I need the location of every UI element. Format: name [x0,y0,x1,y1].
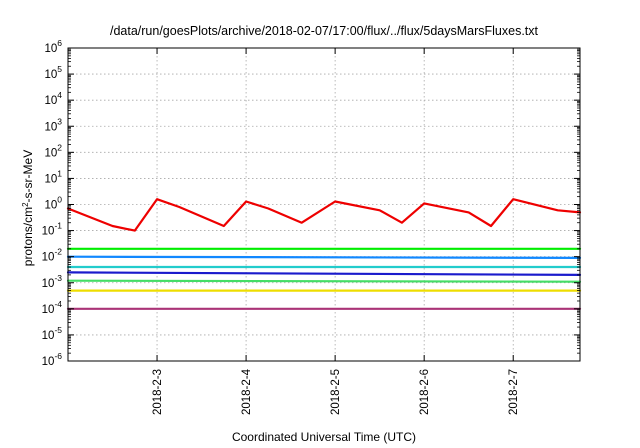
y-axis-label-main: protons/cm [21,207,35,266]
y-tick-exponent: 5 [57,64,62,74]
y-tick-base: 10 [44,95,57,107]
series-line-3 [66,255,582,259]
y-tick-label: 10-1 [42,221,63,238]
tick-layer: 10-610-510-410-310-210-11001011021031041… [42,38,580,415]
chart-title: /data/run/goesPlots/archive/2018-02-07/1… [110,24,539,38]
y-tick-base: 10 [42,304,55,316]
y-tick-label: 10-2 [42,247,63,264]
y-tick-base: 10 [42,252,55,264]
y-tick-label: 102 [44,142,62,159]
y-tick-base: 10 [44,200,57,212]
y-tick-base: 10 [44,173,57,185]
y-tick-exponent: -5 [54,325,62,335]
y-tick-label: 10-5 [42,325,63,342]
y-tick-label: 105 [44,64,62,81]
x-tick-label: 2018-2-3 [152,369,164,415]
y-tick-base: 10 [44,121,57,133]
x-tick-label: 2018-2-4 [241,368,253,415]
y-tick-label: 100 [44,195,62,212]
series-line-5 [66,271,582,276]
y-tick-exponent: 3 [57,116,62,126]
grid-layer [68,48,580,361]
y-tick-exponent: -2 [54,247,62,257]
y-tick-label: 10-4 [42,299,63,316]
y-tick-exponent: 2 [57,142,62,152]
y-axis-label-sup: 2 [21,202,30,207]
y-tick-exponent: -4 [54,299,62,309]
y-tick-label: 10-3 [42,273,63,290]
y-tick-exponent: -1 [54,221,62,231]
y-tick-label: 106 [44,38,62,55]
y-tick-base: 10 [42,356,55,368]
x-tick-label: 2018-2-5 [330,369,342,415]
x-axis-label: Coordinated Universal Time (UTC) [232,430,416,444]
y-axis-label: protons/cm2-s-sr-MeV [21,150,36,266]
y-tick-base: 10 [44,147,57,159]
series-layer [66,198,582,310]
x-tick-label: 2018-2-6 [419,369,431,415]
y-tick-exponent: 4 [57,90,62,100]
y-tick-base: 10 [42,226,55,238]
y-tick-base: 10 [44,43,57,55]
y-tick-exponent: -3 [54,273,62,283]
y-tick-exponent: 1 [57,168,62,178]
y-axis-label-rest: -s-sr-MeV [21,150,35,203]
y-tick-label: 104 [44,90,62,107]
y-tick-exponent: 0 [57,195,62,205]
y-tick-label: 101 [44,168,62,185]
y-tick-label: 10-6 [42,351,63,368]
series-line-1 [66,198,582,232]
x-tick-label: 2018-2-7 [508,369,520,415]
y-tick-base: 10 [44,69,57,81]
y-tick-base: 10 [42,278,55,290]
series-line-6 [66,279,582,283]
y-tick-exponent: -6 [54,351,62,361]
y-tick-label: 103 [44,116,62,133]
y-tick-exponent: 6 [57,38,62,48]
y-tick-base: 10 [42,330,55,342]
